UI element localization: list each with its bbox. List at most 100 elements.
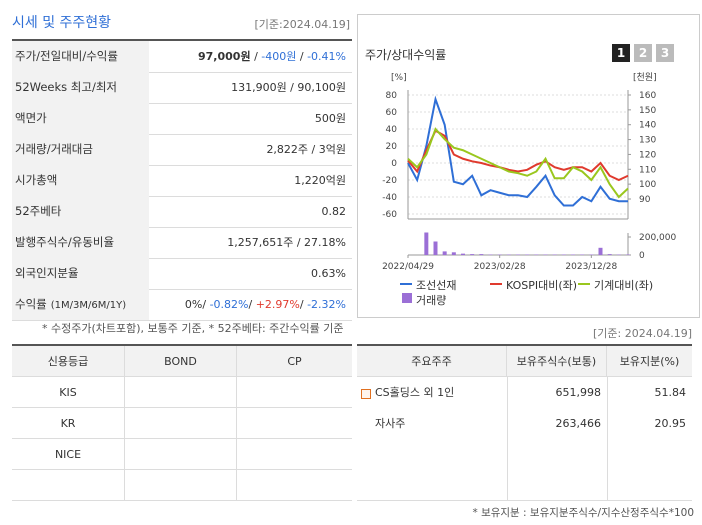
cell — [125, 377, 237, 408]
y-tick-label: -40 — [382, 193, 397, 203]
y-label: [%] — [391, 73, 407, 83]
tab-button[interactable]: 2 — [634, 44, 652, 62]
y2-tick-label: 90 — [639, 195, 651, 205]
row-value: 2,822주 / 3억원 — [266, 134, 346, 165]
legend-label: KOSPI대비(좌) — [506, 279, 578, 292]
y-tick-label: 80 — [386, 91, 398, 101]
legend-swatch — [578, 283, 590, 285]
y2-tick-label: 130 — [639, 136, 656, 146]
row-value: 1,257,651주 / 27.18% — [227, 227, 346, 258]
row: 외국인지분율 0.63% — [12, 258, 352, 290]
tab-button[interactable]: 1 — [612, 44, 630, 62]
value-part: -2.32% — [307, 298, 346, 311]
row-value: 500원 — [315, 103, 346, 134]
volume-bar — [424, 232, 429, 255]
header-cell: BOND — [125, 346, 237, 377]
header-cell: 주요주주 — [357, 346, 507, 377]
note: * 수정주가(차트포함), 보통주 기준, * 52주베타: 주간수익률 기준 — [42, 322, 344, 335]
header-cell: CP — [237, 346, 352, 377]
value-part: -0.82% — [209, 298, 249, 311]
x-tick-label: 2023/12/28 — [565, 262, 617, 270]
y2-tick-label: 110 — [639, 165, 656, 175]
cell — [125, 408, 237, 439]
row: 수익률 (1M/3M/6M/1Y) 0%/ -0.82%/ +2.97%/ -2.3… — [12, 289, 352, 321]
label: 거래량/거래대금 — [15, 142, 93, 156]
row-value: 0.82 — [322, 196, 347, 227]
cell — [237, 377, 352, 408]
value-part: 1,257,651주 / 27.18% — [227, 236, 346, 249]
value-part: 0.82 — [321, 205, 347, 218]
x-tick-label: 2023/02/28 — [474, 262, 526, 270]
y2-tick-label: 160 — [639, 91, 656, 101]
note2: * 보유지분 : 보유지분주식수/지수산정주식수*100 — [472, 507, 694, 519]
legend-label: 기계대비(좌) — [594, 279, 654, 292]
row-label: 주가/전일대비/수익률 — [12, 41, 149, 72]
volume-bar — [433, 241, 438, 255]
cell — [237, 408, 352, 439]
row-label: 발행주식수/유동비율 — [12, 227, 149, 258]
header-cell: 보유주식수(보통) — [507, 346, 607, 377]
y-tick-label: -20 — [382, 176, 397, 186]
volume-bar — [442, 251, 447, 255]
row-label: 52Weeks 최고/최저 — [12, 72, 149, 103]
cell: 51.84 — [654, 386, 687, 399]
cell — [237, 470, 352, 501]
row-label: 52주베타 — [12, 196, 149, 227]
cell: NICE — [12, 439, 125, 470]
cell — [237, 439, 352, 470]
volume-tick-label: 200,000 — [639, 233, 676, 243]
volume-bar — [461, 253, 465, 255]
volume-bar — [470, 254, 475, 255]
row: 52Weeks 최고/최저 131,900원 / 90,100원 — [12, 72, 352, 104]
chart-title: 주가/상대수익률 — [365, 48, 447, 62]
col-line — [507, 377, 508, 500]
row-value: 131,900원 / 90,100원 — [231, 72, 346, 103]
value-part: +2.97% — [255, 298, 300, 311]
row-value: 0%/ -0.82%/ +2.97%/ -2.32% — [185, 289, 346, 320]
table-rule — [12, 344, 352, 346]
value-part: 131,900원 / 90,100원 — [231, 81, 346, 94]
value-part: 1,220억원 — [294, 174, 346, 187]
table-rule — [357, 344, 692, 346]
title: 시세 및 주주현황 — [12, 12, 111, 32]
label: 발행주식수/유동비율 — [15, 235, 115, 249]
legend-swatch — [402, 293, 412, 303]
chart: [%] [천원] 80 60 40 20 0 -20 -40 -60 160 150 140 130 120… — [382, 72, 676, 270]
row: 주가/전일대비/수익률 97,000원 / -400원 / -0.41% — [12, 41, 352, 73]
row: 52주베타 0.82 — [12, 196, 352, 228]
label: 52Weeks 최고/최저 — [15, 80, 117, 94]
rule — [12, 39, 352, 41]
tab-button[interactable]: 3 — [656, 44, 674, 62]
value-part: / — [250, 50, 262, 63]
date: [기준:2024.04.19] — [254, 18, 350, 31]
value-part: 97,000원 — [198, 50, 251, 63]
y-tick-label: 60 — [386, 108, 398, 118]
y2-tick-label: 100 — [639, 180, 656, 190]
row-label: 시가총액 — [12, 165, 149, 196]
x-tick-label: 2022/04/29 — [382, 262, 434, 270]
y-tick-label: 40 — [386, 125, 398, 135]
expand-icon[interactable] — [361, 389, 371, 399]
value-part: -400원 — [261, 50, 297, 63]
row: 액면가 500원 — [12, 103, 352, 135]
value-part: / — [202, 298, 210, 311]
volume-bar — [479, 254, 484, 255]
value-part: 2,822주 / 3억원 — [266, 143, 346, 156]
y-tick-label: 0 — [391, 159, 397, 169]
cell: KIS — [12, 377, 125, 408]
row-label: 외국인지분율 — [12, 258, 149, 289]
value-part: / — [299, 298, 308, 311]
row-label: 거래량/거래대금 — [12, 134, 149, 165]
y2-tick-label: 120 — [639, 150, 656, 160]
cell: 651,998 — [555, 386, 602, 399]
row-label: 수익률 (1M/3M/6M/1Y) — [12, 289, 149, 320]
legend-swatch — [400, 283, 412, 285]
label: 수익률 — [15, 297, 47, 311]
row: 시가총액 1,220억원 — [12, 165, 352, 197]
series-line — [407, 129, 629, 182]
y2-tick-label: 150 — [639, 106, 656, 116]
label: 액면가 — [15, 111, 47, 125]
row-value: 0.63% — [311, 258, 346, 289]
value-part: / — [296, 50, 308, 63]
